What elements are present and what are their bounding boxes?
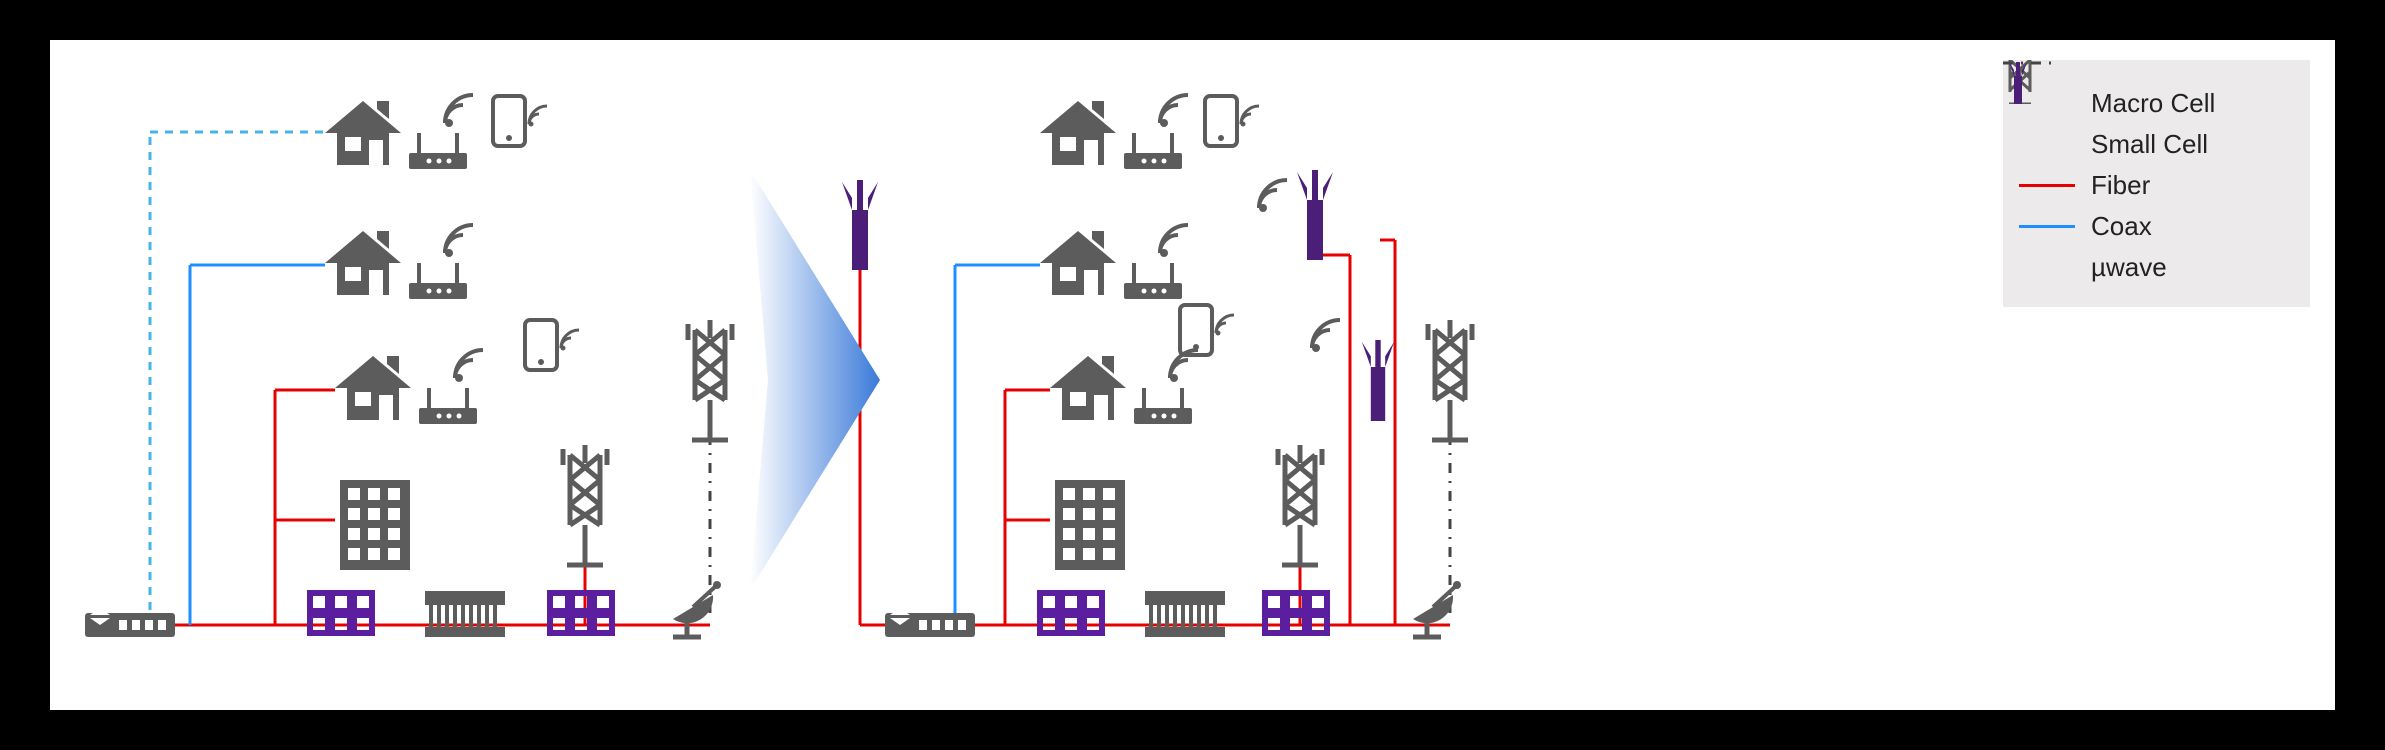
legend-label: Macro Cell — [2091, 88, 2215, 119]
house-icon — [335, 350, 483, 424]
macro-cell-icon — [688, 320, 732, 440]
fiber-line-icon — [2019, 184, 2075, 187]
legend-label: Fiber — [2091, 170, 2150, 201]
macro-cell-icon — [1428, 320, 1472, 440]
macro-cell-icon — [1278, 445, 1322, 565]
phone-icon — [1205, 96, 1259, 146]
wifi-icon — [1312, 320, 1340, 352]
diagram-svg — [50, 40, 2335, 710]
legend-fiber: Fiber — [2019, 170, 2294, 201]
node-icon — [1040, 593, 1102, 633]
satellite-dish-icon — [673, 581, 721, 637]
house-icon — [1050, 350, 1198, 424]
uwave-line-icon — [2003, 60, 2059, 66]
coax-line-icon — [2019, 225, 2075, 228]
small-cell-icon — [1362, 340, 1394, 421]
house-icon — [325, 95, 473, 169]
small-cell-icon — [1297, 170, 1333, 260]
legend-label: Small Cell — [2091, 129, 2208, 160]
house-icon — [1040, 95, 1188, 169]
outer-frame: Macro Cell Small Cell Fiber Coax µwave — [0, 0, 2385, 750]
modem-icon — [885, 608, 975, 637]
satellite-dish-icon — [1413, 581, 1461, 637]
modem-icon — [85, 608, 175, 637]
dslam-icon — [1145, 591, 1225, 637]
node-icon — [1265, 593, 1327, 633]
legend-label: µwave — [2091, 252, 2167, 283]
phone-icon — [493, 96, 547, 146]
building-icon — [1055, 480, 1125, 570]
wifi-icon — [1259, 180, 1287, 212]
node-icon — [550, 593, 612, 633]
building-icon — [340, 480, 410, 570]
legend-macro-cell: Macro Cell — [2019, 88, 2294, 119]
dslam-icon — [425, 591, 505, 637]
house-icon — [1040, 225, 1188, 299]
legend-box: Macro Cell Small Cell Fiber Coax µwave — [2003, 60, 2310, 307]
phone-icon — [525, 320, 579, 370]
diagram-canvas: Macro Cell Small Cell Fiber Coax µwave — [50, 40, 2335, 710]
node-icon — [310, 593, 372, 633]
small-cell-icon — [842, 180, 878, 270]
legend-coax: Coax — [2019, 211, 2294, 242]
legend-small-cell: Small Cell — [2019, 129, 2294, 160]
legend-uwave: µwave — [2019, 252, 2294, 283]
house-icon — [325, 225, 473, 299]
legend-label: Coax — [2091, 211, 2152, 242]
phone-icon — [1180, 305, 1234, 355]
macro-cell-icon — [563, 445, 607, 565]
